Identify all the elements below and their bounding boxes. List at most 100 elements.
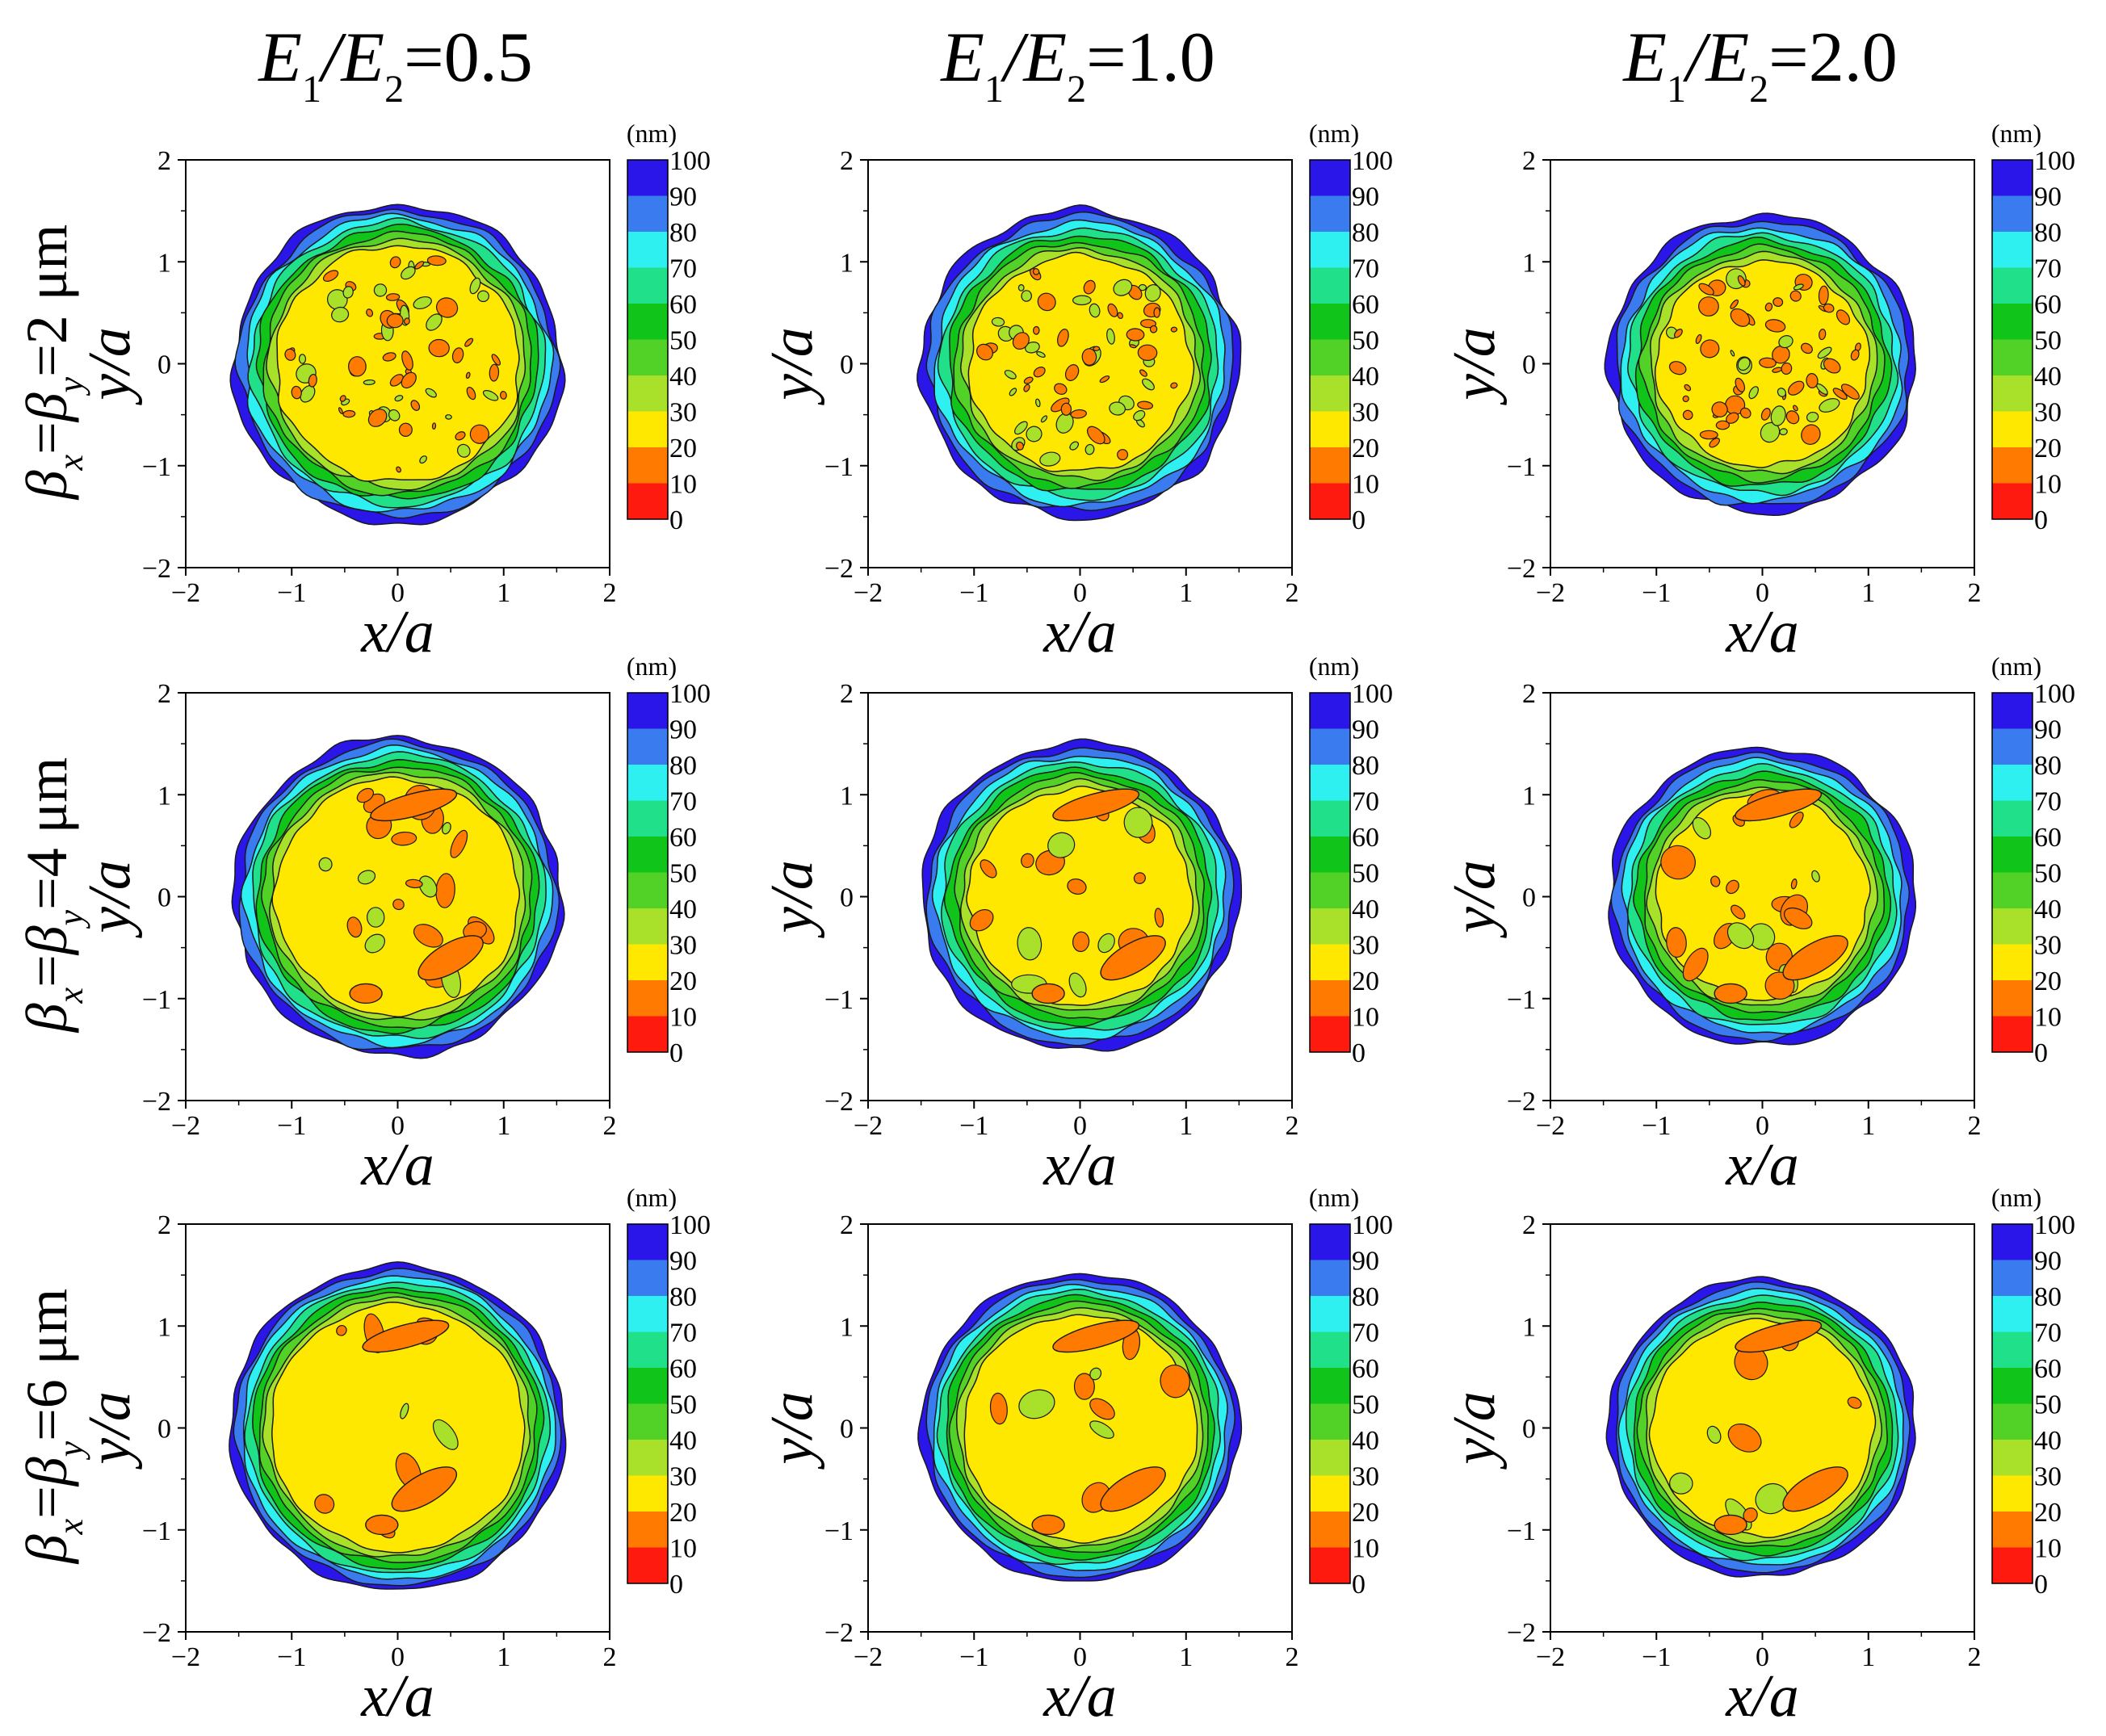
island-10-20: [1684, 384, 1692, 392]
text-part: 2: [1067, 68, 1086, 111]
x-tick-label: 2: [1286, 1111, 1299, 1141]
colorbar-level-label: 50: [669, 1390, 697, 1420]
island-10-20: [1170, 382, 1178, 389]
island-10-20: [405, 878, 423, 889]
colorbar-swatch-5: [1992, 1403, 2033, 1440]
y-tick-label: −2: [142, 554, 171, 584]
panel-r0-c2: −22−11001−12−2x/ay/a(nm)1009080706050403…: [1441, 119, 2075, 665]
colorbar-swatch-9: [627, 1016, 668, 1052]
island-10-20: [1129, 344, 1137, 349]
island-30-40: [1089, 1367, 1102, 1381]
colorbar-level-label: 0: [1352, 1570, 1366, 1600]
colorbar-level-label: 0: [669, 1038, 683, 1068]
y-tick-label: 0: [1522, 883, 1536, 913]
colorbar-level-label: 0: [1352, 1038, 1366, 1068]
colorbar-frame: [627, 692, 669, 1053]
island-10-20: [1726, 412, 1739, 424]
patch-10-20: [417, 935, 484, 981]
island-10-20: [1840, 384, 1860, 400]
island-10-20: [284, 348, 296, 361]
colorbar-swatch-9: [1310, 1547, 1350, 1583]
island-10-20: [1789, 290, 1802, 302]
island-10-20: [1117, 312, 1124, 320]
island-30-40: [1113, 279, 1133, 296]
colorbar-swatch-3: [1310, 1331, 1350, 1368]
island-10-20: [976, 343, 993, 361]
island-10-20: [386, 313, 404, 329]
y-tick-label: 2: [840, 146, 854, 176]
island-10-20: [1153, 307, 1161, 318]
colorbar-swatch-4: [1992, 304, 2033, 340]
colorbar-level-label: 40: [2034, 895, 2062, 925]
colorbar-swatch-3: [627, 1331, 668, 1368]
island-10-20: [969, 908, 994, 932]
colorbar-swatch-6: [627, 1440, 668, 1476]
colorbar-swatch-1: [1992, 1260, 2033, 1296]
island-10-20: [1012, 332, 1030, 350]
island-30-40: [1755, 1482, 1789, 1515]
island-10-20: [1032, 325, 1040, 335]
column-header-0: E1/E2=0.5: [257, 19, 533, 111]
y-axis-label: y/a: [1441, 327, 1508, 405]
y-tick-label: 0: [1522, 350, 1536, 380]
island-10-20: [1133, 872, 1146, 884]
y-tick-label: −2: [824, 1087, 854, 1117]
x-axis-label: x/a: [360, 599, 434, 665]
x-tick-label: −2: [1536, 578, 1565, 608]
island-10-20: [1021, 853, 1034, 868]
colorbar-unit: (nm): [1991, 1183, 2041, 1212]
colorbar-level-label: 80: [1352, 751, 1379, 781]
colorbar-level-label: 70: [1352, 254, 1379, 284]
colorbar-frame: [1309, 159, 1351, 520]
island-10-20: [291, 385, 302, 400]
colorbar-level-label: 50: [1352, 1390, 1379, 1420]
island-10-20: [489, 363, 500, 382]
x-tick-label: 1: [497, 578, 510, 608]
island-10-20: [391, 831, 417, 846]
island-10-20: [1793, 405, 1798, 412]
x-tick-label: −2: [1536, 1111, 1565, 1141]
colorbar-level-label: 20: [669, 434, 697, 463]
island-10-20: [1787, 380, 1805, 396]
y-tick-label: 2: [157, 679, 171, 709]
island-10-20: [308, 373, 317, 388]
colorbar-swatch-1: [1310, 195, 1350, 232]
island-10-20: [1835, 309, 1851, 325]
y-tick-label: 1: [840, 1312, 854, 1342]
colorbar-swatch-6: [627, 375, 668, 412]
contour-rings: [1608, 746, 1917, 1046]
island-10-20: [1695, 333, 1702, 344]
colorbar-level-label: 50: [2034, 1390, 2062, 1420]
text-part: β: [15, 1457, 79, 1487]
patch-10-20: [1714, 983, 1747, 1004]
colorbar-level-label: 40: [2034, 1426, 2062, 1456]
colorbar-level-label: 10: [1352, 1003, 1379, 1033]
colorbar-level-label: 30: [2034, 398, 2062, 428]
colorbar-level-label: 20: [669, 967, 697, 996]
island-30-40: [1040, 415, 1048, 423]
island-10-20: [1023, 384, 1030, 392]
colorbar-swatch-3: [627, 800, 668, 837]
island-10-20: [1149, 325, 1158, 333]
y-tick-label: 2: [840, 1210, 854, 1240]
x-tick-label: 1: [1861, 1111, 1875, 1141]
text-part: 1: [984, 68, 1004, 111]
island-10-20: [466, 386, 476, 400]
colorbar-level-label: 40: [669, 1426, 697, 1456]
x-axis-label: x/a: [1725, 1663, 1798, 1730]
island-10-20: [1818, 285, 1829, 305]
island-30-40: [373, 283, 388, 297]
colorbar-swatch-2: [627, 232, 668, 268]
colorbar-swatch-4: [1992, 837, 2033, 873]
y-tick-label: 2: [1522, 146, 1536, 176]
colorbar-swatch-6: [1310, 375, 1350, 412]
island-10-20: [1140, 319, 1156, 329]
text-part: y: [51, 1440, 90, 1460]
island-10-20: [1054, 383, 1068, 395]
colorbar-swatch-0: [1310, 160, 1350, 196]
island-30-40: [1068, 972, 1087, 998]
island-30-40: [476, 290, 489, 303]
colorbar-swatch-6: [627, 908, 668, 945]
colorbar-level-label: 50: [1352, 859, 1379, 889]
